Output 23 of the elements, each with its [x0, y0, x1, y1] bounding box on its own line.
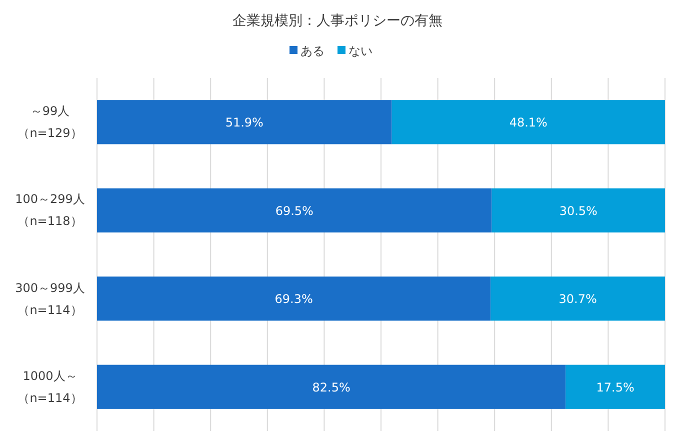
chart-title: 企業規模別：人事ポリシーの有無: [232, 13, 442, 29]
y-tick-label: ～99人（n=129）: [16, 103, 84, 142]
data-label: 30.5%: [559, 204, 598, 218]
data-label: 48.1%: [509, 116, 548, 130]
data-label: 17.5%: [596, 380, 634, 394]
data-label: 30.7%: [558, 292, 597, 306]
bar: [492, 188, 665, 232]
bar: [566, 364, 665, 409]
y-tick-label: 1000人～（n=114）: [16, 368, 84, 407]
data-label: 69.3%: [274, 292, 313, 306]
data-label: 51.9%: [225, 116, 264, 130]
bar: [392, 100, 665, 144]
legend-label: ない: [348, 44, 372, 58]
bar: [97, 100, 392, 144]
data-label: 69.5%: [275, 204, 314, 218]
data-label: 82.5%: [312, 380, 350, 394]
y-tick-label: 300～999人（n=114）: [14, 280, 86, 319]
bar: [97, 364, 566, 409]
y-tick-label: 100～299人（n=118）: [14, 191, 86, 230]
legend-label: ある: [300, 44, 324, 58]
bar: [97, 276, 491, 321]
bar: [97, 188, 492, 232]
bar: [490, 276, 665, 321]
